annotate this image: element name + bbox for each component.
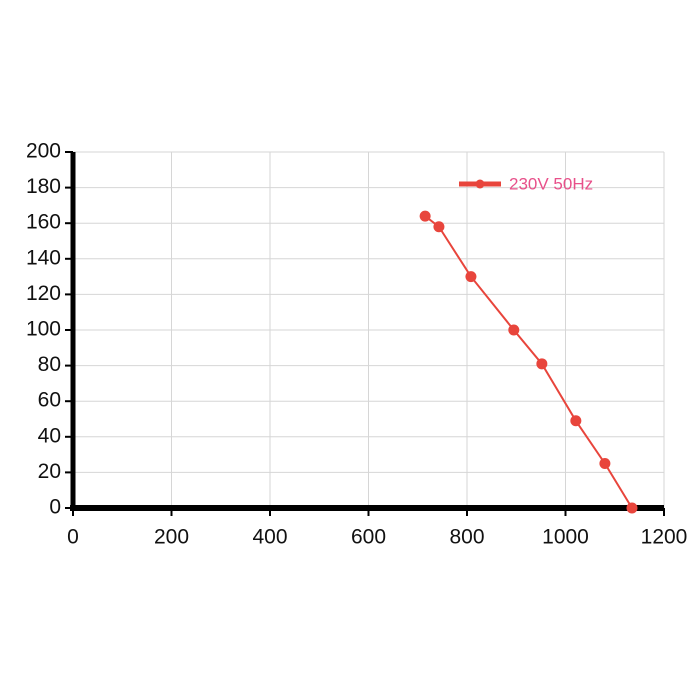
data-point: [570, 415, 582, 427]
data-point: [599, 458, 611, 469]
data-point: [626, 502, 638, 514]
y-tick-label: 20: [38, 460, 61, 483]
data-point: [419, 210, 431, 222]
x-tick-label: 800: [449, 526, 484, 549]
data-point: [465, 271, 477, 283]
y-tick-label: 160: [26, 211, 61, 234]
x-tick-label: 0: [67, 526, 79, 549]
legend-label: 230V 50Hz: [509, 174, 593, 193]
y-tick-label: 100: [26, 318, 61, 341]
y-tick-label: 80: [38, 353, 61, 376]
data-point: [508, 324, 520, 336]
y-tick-label: 120: [26, 282, 61, 305]
y-tick-label: 0: [49, 496, 61, 519]
x-tick-label: 1000: [542, 526, 589, 549]
y-tick-label: 200: [26, 140, 61, 163]
y-tick-label: 40: [38, 424, 61, 447]
legend-marker: [475, 179, 485, 189]
data-point: [433, 221, 445, 233]
x-tick-label: 400: [252, 526, 287, 549]
x-tick-label: 1200: [641, 526, 688, 549]
y-tick-label: 140: [26, 246, 61, 269]
x-tick-label: 200: [154, 526, 189, 549]
y-tick-label: 60: [38, 389, 61, 412]
data-point: [536, 358, 548, 370]
y-tick-label: 180: [26, 175, 61, 198]
x-tick-label: 600: [351, 526, 386, 549]
series-line: [424, 215, 633, 509]
